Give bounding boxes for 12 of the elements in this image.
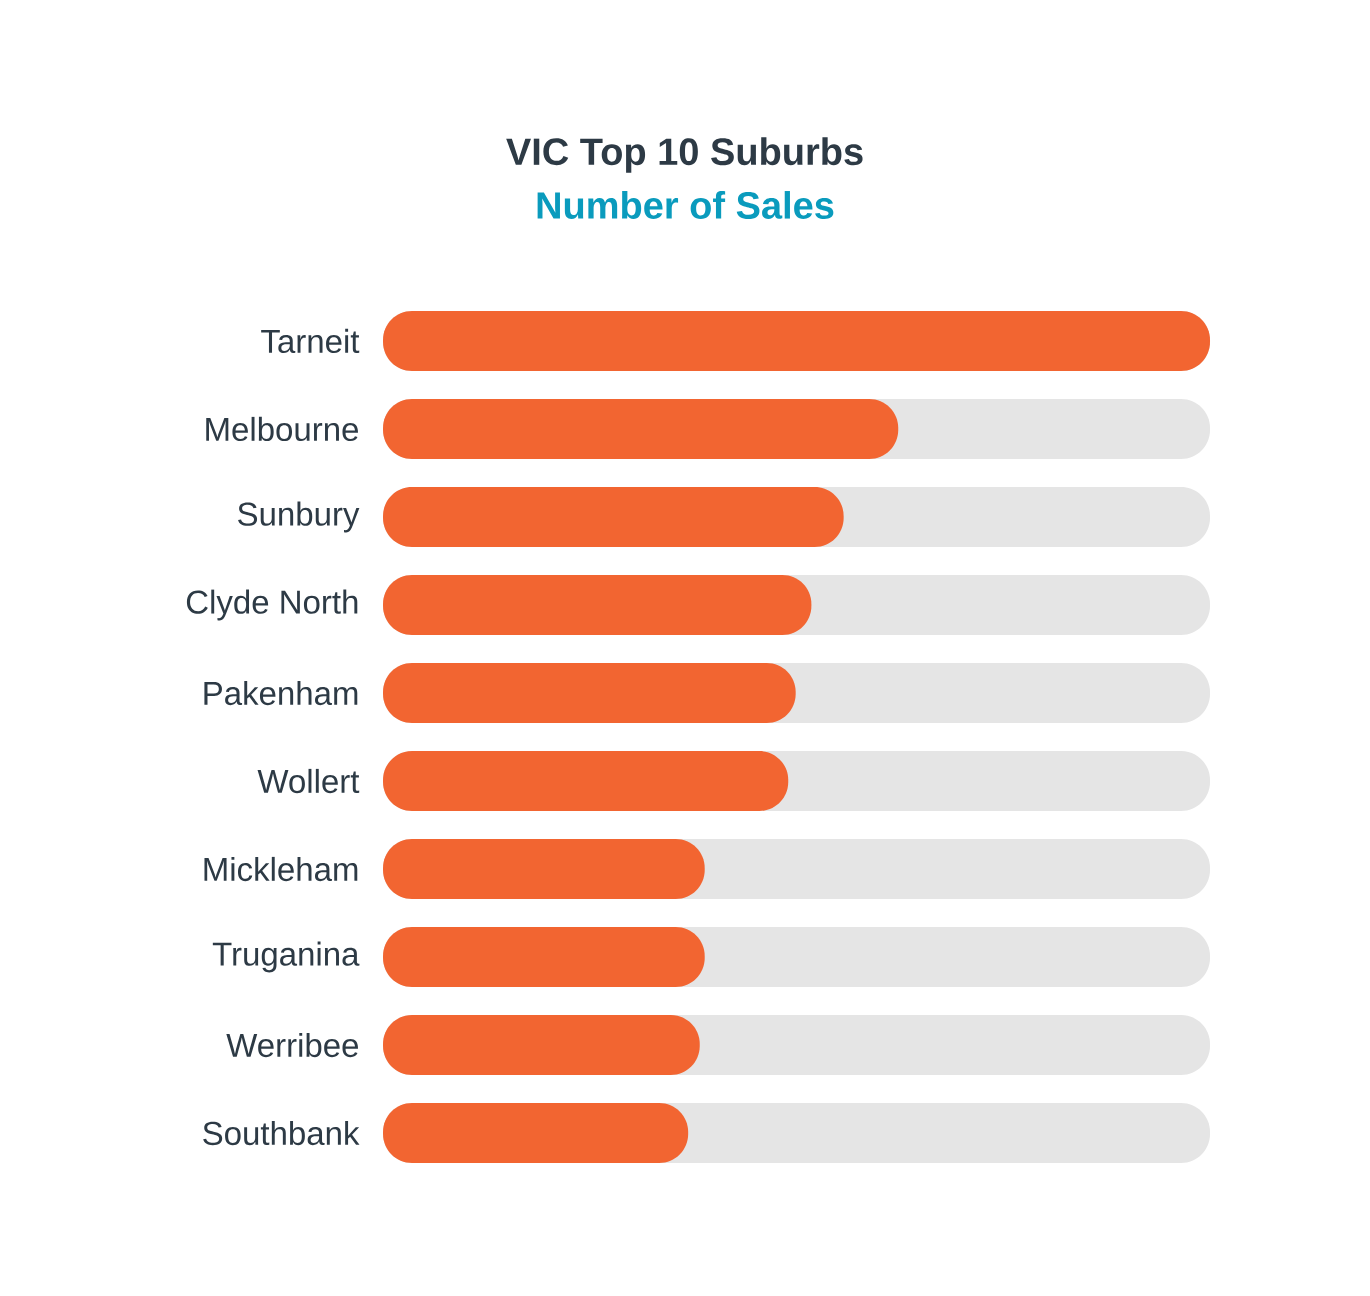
y-tick-label: Mickleham <box>204 856 358 882</box>
chart-subtitle: Number of Sales <box>537 191 834 219</box>
y-tick-label: Sunbury <box>238 501 360 533</box>
y-tick-label: Melbourne <box>206 416 358 442</box>
y-tick-label: Pakenham <box>204 680 358 706</box>
y-tick-label: Clyde North <box>186 589 358 621</box>
y-tick-label: Wollert <box>257 768 360 794</box>
y-tick-label: Tarneit <box>261 328 360 354</box>
y-tick-label: Werribee <box>226 1032 358 1058</box>
y-tick-label: Truganina <box>212 941 360 973</box>
chart-title: VIC Top 10 Suburbs <box>506 137 863 173</box>
y-tick-label: Southbank <box>203 1120 360 1146</box>
